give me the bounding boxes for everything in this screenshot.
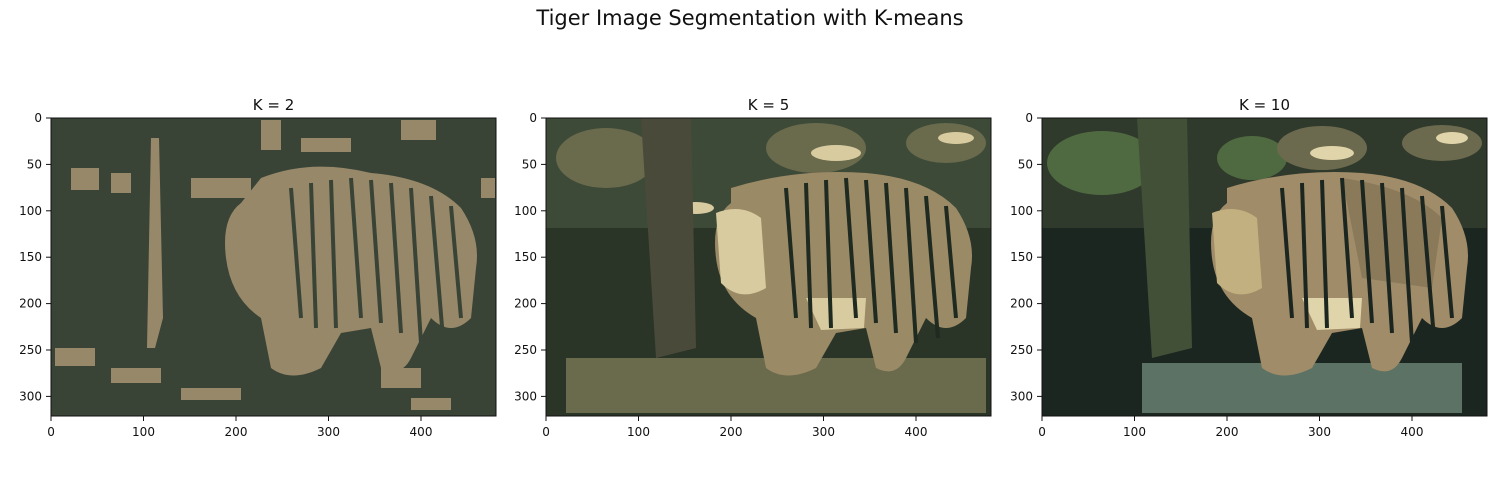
y-tick-label: 0 bbox=[529, 111, 537, 125]
x-tick-label: 300 bbox=[1308, 425, 1331, 439]
y-tick-label: 200 bbox=[19, 297, 42, 311]
y-tick-label: 250 bbox=[1010, 343, 1033, 357]
x-tick-label: 100 bbox=[1123, 425, 1146, 439]
segmented-image-k10: K = 10 0 100 200 300 400 0 50 100 150 20… bbox=[1010, 96, 1488, 439]
panel-title: K = 5 bbox=[748, 96, 789, 114]
segmented-image-k5: K = 5 0 100 200 300 400 0 50 100 150 200… bbox=[514, 96, 992, 439]
x-tick-label: 200 bbox=[225, 425, 248, 439]
panel-title: K = 2 bbox=[253, 96, 294, 114]
x-tick-label: 300 bbox=[812, 425, 835, 439]
panel-k10: K = 10 0 100 200 300 400 0 50 100 150 20… bbox=[1010, 96, 1488, 439]
x-tick-label: 0 bbox=[1038, 425, 1046, 439]
y-tick-label: 300 bbox=[19, 389, 42, 403]
x-tick-label: 200 bbox=[720, 425, 743, 439]
y-tick-label: 50 bbox=[1018, 157, 1033, 171]
panel-k2: K = 2 0 100 200 300 400 0 50 100 150 200… bbox=[19, 96, 497, 439]
panel-k5: K = 5 0 100 200 300 400 0 50 100 150 200… bbox=[514, 96, 992, 439]
y-tick-label: 0 bbox=[34, 111, 42, 125]
x-tick-label: 100 bbox=[627, 425, 650, 439]
y-tick-label: 300 bbox=[514, 389, 537, 403]
y-tick-label: 150 bbox=[514, 250, 537, 264]
x-tick-label: 200 bbox=[1216, 425, 1239, 439]
y-tick-label: 200 bbox=[1010, 297, 1033, 311]
x-tick-label: 400 bbox=[410, 425, 433, 439]
y-tick-label: 300 bbox=[1010, 389, 1033, 403]
y-tick-label: 250 bbox=[514, 343, 537, 357]
x-tick-label: 0 bbox=[47, 425, 55, 439]
y-tick-label: 0 bbox=[1025, 111, 1033, 125]
y-tick-label: 100 bbox=[19, 204, 42, 218]
y-tick-label: 50 bbox=[522, 157, 537, 171]
x-tick-label: 400 bbox=[905, 425, 928, 439]
y-tick-label: 250 bbox=[19, 343, 42, 357]
y-tick-label: 150 bbox=[1010, 250, 1033, 264]
y-tick-label: 100 bbox=[514, 204, 537, 218]
y-tick-label: 100 bbox=[1010, 204, 1033, 218]
x-tick-label: 400 bbox=[1401, 425, 1424, 439]
y-tick-label: 150 bbox=[19, 250, 42, 264]
x-tick-label: 100 bbox=[132, 425, 155, 439]
panel-title: K = 10 bbox=[1239, 96, 1290, 114]
y-tick-label: 50 bbox=[27, 157, 42, 171]
segmented-image-k2: K = 2 0 100 200 300 400 0 50 100 150 200… bbox=[19, 96, 497, 439]
x-tick-label: 0 bbox=[542, 425, 550, 439]
figure-title: Tiger Image Segmentation with K-means bbox=[536, 6, 964, 30]
y-tick-label: 200 bbox=[514, 297, 537, 311]
x-tick-label: 300 bbox=[317, 425, 340, 439]
